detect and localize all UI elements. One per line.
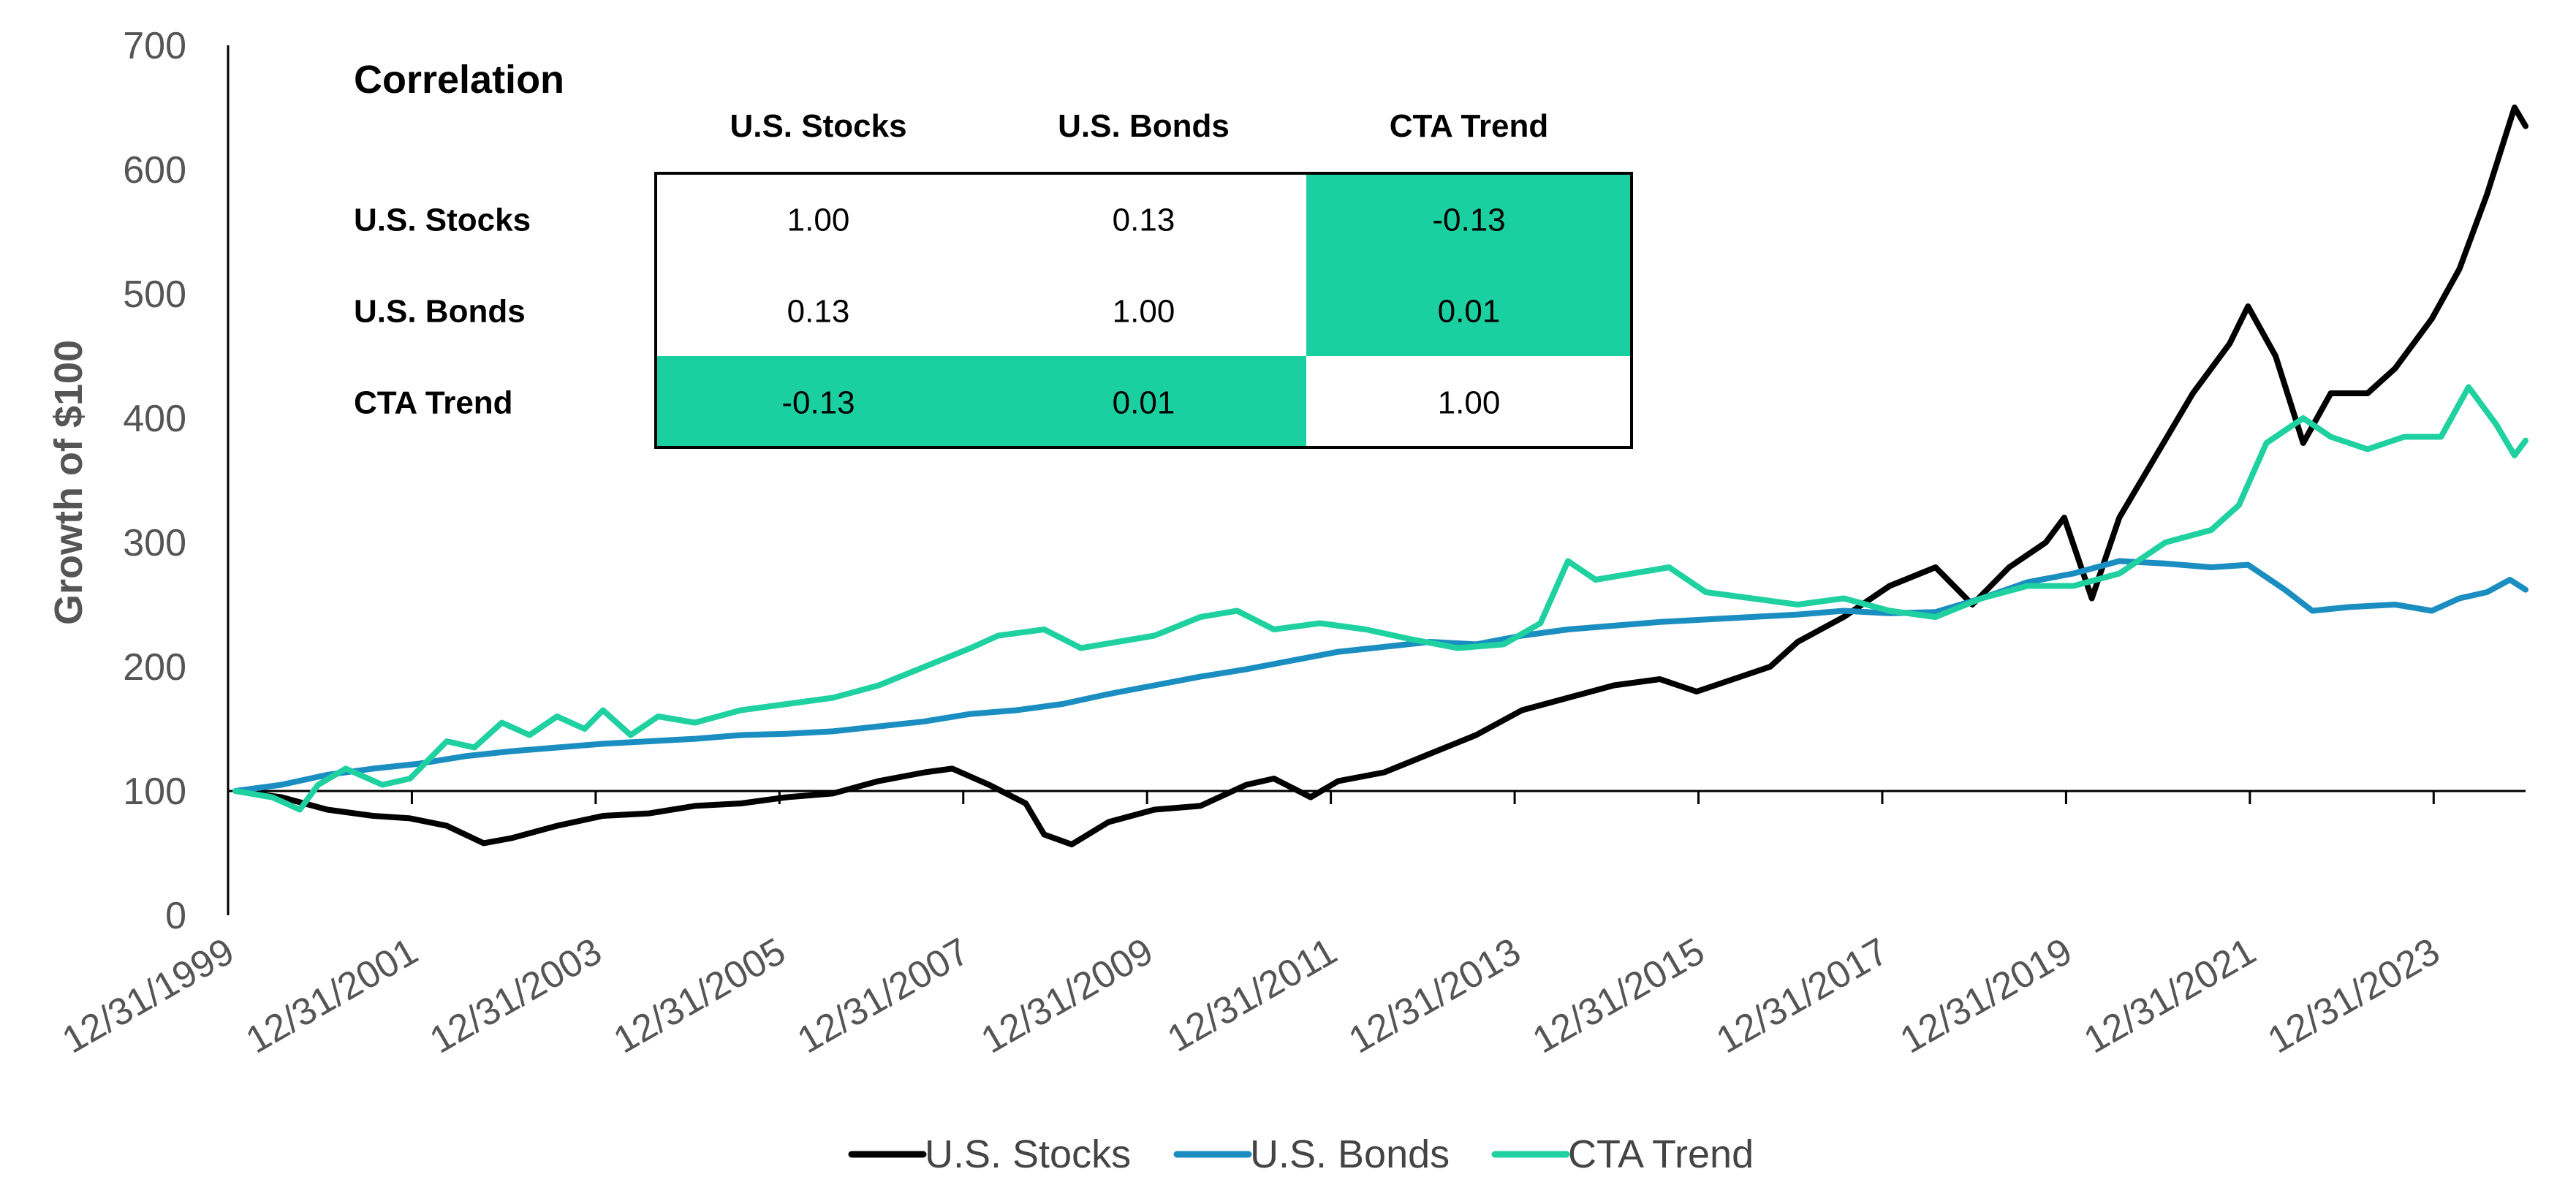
correlation-row-label: U.S. Bonds xyxy=(354,294,526,330)
x-tick-label: 12/31/2001 xyxy=(239,930,425,1061)
x-tick-label: 12/31/2013 xyxy=(1342,930,1528,1061)
y-tick-label: 400 xyxy=(123,398,186,440)
y-tick-label: 600 xyxy=(123,149,186,192)
correlation-value: 1.00 xyxy=(1113,294,1175,330)
correlation-value: 1.00 xyxy=(1438,385,1501,421)
series-layer xyxy=(232,105,2528,848)
x-tick-label: 12/31/2007 xyxy=(790,930,976,1061)
y-tick-label: 500 xyxy=(123,273,186,316)
x-tick-label: 12/31/2021 xyxy=(2077,930,2262,1061)
legend-label-u-s-bonds: U.S. Bonds xyxy=(1250,1132,1450,1176)
correlation-column-header: U.S. Bonds xyxy=(1058,108,1230,144)
y-tick-label: 300 xyxy=(123,522,186,564)
x-tick-label: 12/31/2009 xyxy=(974,930,1160,1061)
x-tick-label: 12/31/2023 xyxy=(2261,930,2447,1061)
correlation-row-label: CTA Trend xyxy=(354,385,513,421)
correlation-value: -0.13 xyxy=(781,385,855,421)
y-tick-label: 700 xyxy=(123,25,186,67)
correlation-highlight-cell xyxy=(656,356,981,447)
y-axis-title: Growth of $100 xyxy=(47,340,91,625)
x-axis: 12/31/199912/31/200112/31/200312/31/2005… xyxy=(56,790,2526,1062)
correlation-value: -0.13 xyxy=(1432,203,1505,238)
correlation-row-label: U.S. Stocks xyxy=(354,203,531,238)
correlation-table: Correlation U.S. Stocks U.S. Bonds CTA Tren… xyxy=(354,58,1633,449)
correlation-table-border xyxy=(654,172,1633,449)
correlation-value: 0.01 xyxy=(1113,385,1175,421)
legend-label-u-s-stocks: U.S. Stocks xyxy=(925,1132,1131,1176)
x-tick-label: 12/31/2017 xyxy=(1710,930,1895,1061)
legend-label-cta-trend: CTA Trend xyxy=(1568,1132,1754,1176)
series-line-u-s-bonds xyxy=(232,558,2528,794)
y-tick-label: 100 xyxy=(123,771,186,813)
correlation-highlight-cell xyxy=(1306,173,1632,265)
x-tick-label: 12/31/2011 xyxy=(1161,930,1344,1060)
correlation-column-header: CTA Trend xyxy=(1390,108,1549,144)
series-line-cta-trend xyxy=(232,384,2528,813)
correlation-value: 0.13 xyxy=(1113,203,1175,238)
legend: U.S. Stocks U.S. Bonds CTA Trend xyxy=(848,1132,1754,1176)
series-line-u-s-stocks xyxy=(232,105,2528,848)
x-tick-label: 12/31/2003 xyxy=(423,930,608,1061)
correlation-value: 0.13 xyxy=(787,294,850,330)
correlation-title: Correlation xyxy=(354,58,564,102)
x-tick-label: 12/31/1999 xyxy=(56,930,241,1061)
x-tick-label: 12/31/2005 xyxy=(607,930,792,1061)
correlation-highlight-cell xyxy=(981,356,1306,447)
correlation-value: 1.00 xyxy=(787,203,850,238)
x-tick-label: 12/31/2015 xyxy=(1526,930,1711,1061)
correlation-highlight-cell xyxy=(1306,265,1632,356)
correlation-value: 0.01 xyxy=(1438,294,1501,330)
y-tick-label: 0 xyxy=(165,895,186,937)
x-tick-label: 12/31/2019 xyxy=(1893,930,2079,1061)
y-axis: 0 100 200 300 400 500 600 700 xyxy=(123,25,230,937)
correlation-column-header: U.S. Stocks xyxy=(730,108,906,144)
y-tick-label: 200 xyxy=(123,646,186,689)
